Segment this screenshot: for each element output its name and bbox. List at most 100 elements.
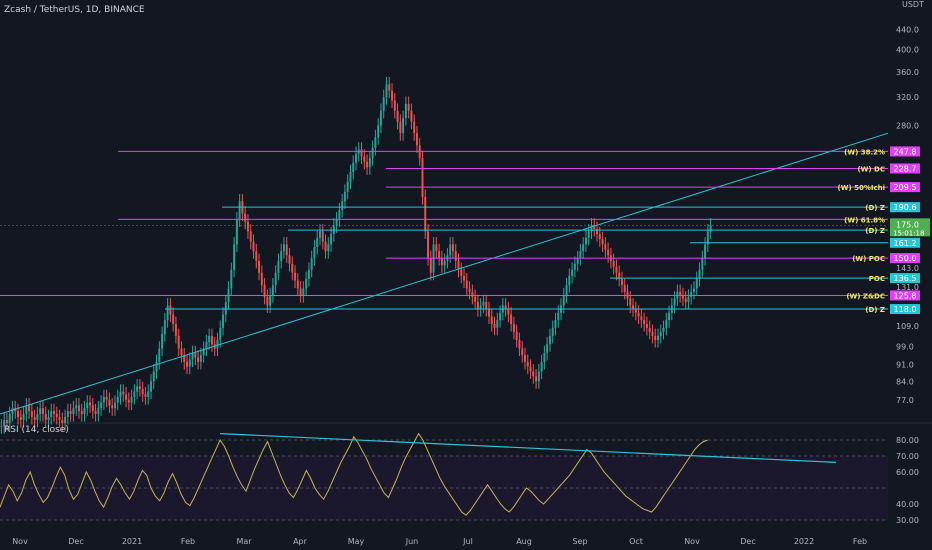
candle-body-130	[360, 149, 363, 157]
candle-body-251	[695, 278, 698, 289]
level-tag-1: 228.7	[894, 164, 917, 173]
candle-body-37	[102, 397, 105, 403]
candle-body-137	[379, 110, 382, 126]
candle-body-54	[150, 381, 152, 392]
candle-body-174	[482, 301, 485, 306]
current-price-value: 175.0	[896, 220, 919, 229]
candle-body-75	[208, 335, 211, 343]
candle-body-143	[396, 110, 399, 122]
candle-body-14	[39, 408, 42, 415]
candle-body-211	[584, 237, 587, 245]
candle-body-108	[299, 288, 302, 296]
chart-title: Zcash / TetherUS, 1D, BINANCE	[4, 5, 145, 15]
candle-body-237	[657, 335, 659, 341]
candle-body-173	[479, 305, 482, 310]
price-axis-tick-6: 143.0	[896, 264, 919, 273]
candle-body-45	[125, 394, 128, 400]
candle-body-86	[238, 201, 241, 220]
candle-body-79	[219, 327, 222, 341]
candle-body-93	[258, 260, 261, 273]
candle-body-90	[249, 231, 252, 242]
candle-body-83	[230, 269, 233, 289]
current-price-countdown: 15:01:18	[893, 229, 924, 237]
candle-body-250	[693, 288, 695, 292]
candle-body-20	[55, 414, 58, 417]
candle-body-238	[659, 331, 662, 336]
candle-body-153	[424, 196, 427, 232]
price-axis-tick-3: 99.0	[896, 342, 914, 351]
candle-body-12	[33, 416, 36, 420]
level-tag-0: 247.8	[894, 147, 917, 156]
candle-body-24	[66, 411, 69, 417]
candle-body-144	[399, 121, 402, 134]
candle-body-241	[668, 312, 671, 321]
candle-body-70	[194, 352, 197, 358]
level-label-3: (D) Z	[865, 204, 885, 212]
candle-body-41	[114, 402, 116, 409]
level-tag-bg-1	[890, 163, 920, 174]
price-axis-tick-10: 400.0	[896, 46, 919, 55]
candle-body-112	[310, 258, 313, 270]
candle-body-146	[404, 103, 407, 119]
candle-body-206	[571, 269, 574, 276]
candle-body-214	[593, 225, 596, 230]
candle-body-23	[64, 416, 67, 424]
candle-body-252	[698, 269, 701, 279]
candle-body-92	[255, 251, 258, 261]
candle-body-44	[122, 391, 125, 395]
time-axis-tick-8: Jul	[462, 537, 473, 546]
candle-body-247	[684, 298, 687, 302]
time-axis-tick-15: Feb	[853, 537, 867, 546]
candle-body-167	[463, 275, 466, 281]
candle-body-99	[274, 272, 277, 286]
candle-body-47	[130, 397, 133, 403]
level-tag-bg-6	[890, 237, 920, 248]
candle-body-234	[648, 327, 651, 332]
candle-body-160	[443, 260, 446, 266]
candle-body-142	[393, 100, 396, 111]
candle-body-124	[343, 191, 346, 202]
candle-body-6	[17, 411, 19, 417]
candle-body-165	[457, 260, 460, 270]
candle-body-114	[316, 237, 319, 248]
candle-body-164	[454, 251, 457, 261]
candle-body-73	[202, 348, 205, 356]
candle-body-78	[216, 340, 219, 349]
candle-body-18	[50, 411, 53, 417]
level-label-4: (W) 61.8%	[844, 216, 885, 224]
price-axis-tick-0: 77.0	[896, 396, 914, 405]
candle-body-189	[524, 355, 526, 362]
rsi-axis-tick-4: 30.00	[896, 516, 919, 525]
candle-body-223	[618, 272, 621, 279]
candle-body-115	[319, 231, 321, 238]
candle-body-215	[596, 229, 598, 235]
candle-body-74	[205, 342, 208, 349]
candle-body-253	[701, 258, 704, 270]
level-label-8: POC	[869, 275, 885, 283]
candle-body-188	[521, 348, 524, 356]
candle-body-61	[169, 305, 172, 315]
candle-body-97	[269, 295, 272, 306]
candle-body-145	[402, 118, 405, 134]
time-axis-tick-1: Dec	[68, 537, 83, 546]
candle-body-57	[158, 348, 161, 362]
candle-body-171	[474, 296, 477, 302]
candle-body-3	[8, 414, 11, 424]
candle-body-166	[460, 269, 463, 276]
candle-body-184	[510, 314, 513, 324]
candle-body-118	[327, 244, 330, 252]
candle-body-4	[11, 408, 14, 415]
candle-body-76	[210, 335, 213, 345]
candle-body-192	[532, 371, 535, 377]
price-axis-tick-9: 360.0	[896, 68, 919, 77]
candle-body-7	[19, 416, 22, 420]
candle-body-158	[438, 251, 441, 259]
candle-body-162	[449, 244, 452, 256]
candle-body-221	[612, 260, 615, 267]
level-label-2: (W) 50%Ichi	[838, 184, 885, 192]
candle-body-8	[22, 414, 25, 420]
candle-body-217	[601, 239, 604, 245]
candle-body-122	[338, 210, 341, 220]
candle-body-25	[69, 411, 72, 415]
candle-body-98	[271, 285, 274, 296]
